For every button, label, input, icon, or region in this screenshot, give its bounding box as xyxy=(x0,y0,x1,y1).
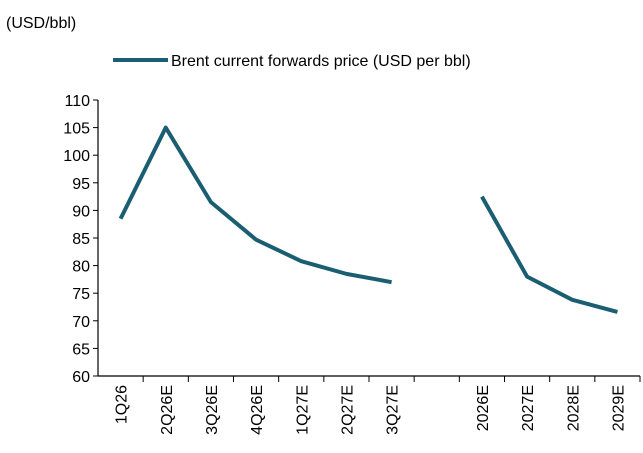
x-tick-label: 2027E xyxy=(520,385,537,431)
x-tick-label: 2Q26E xyxy=(159,385,176,435)
y-tick-label: 70 xyxy=(72,314,90,331)
y-tick-label: 100 xyxy=(63,148,90,165)
y-tick-label: 90 xyxy=(72,203,90,220)
x-tick-label: 2026E xyxy=(475,385,492,431)
x-tick-label: 2028E xyxy=(565,385,582,431)
y-axis-label: (USD/bbl) xyxy=(6,15,76,32)
legend-label: Brent current forwards price (USD per bb… xyxy=(171,53,471,70)
x-tick-label: 2Q27E xyxy=(339,385,356,435)
y-tick-label: 95 xyxy=(72,176,90,193)
x-tick-label: 4Q26E xyxy=(249,385,266,435)
y-tick-label: 110 xyxy=(64,93,90,110)
x-tick-label: 1Q27E xyxy=(294,385,311,435)
series-line xyxy=(118,125,618,314)
y-tick-label: 105 xyxy=(63,121,90,138)
y-tick-label: 65 xyxy=(72,341,90,358)
y-tick-label: 75 xyxy=(72,286,90,303)
x-tick-label: 1Q26 xyxy=(114,385,131,424)
y-tick-label: 60 xyxy=(72,369,90,386)
x-tick-label: 3Q26E xyxy=(204,385,221,435)
y-tick-label: 85 xyxy=(72,231,90,248)
x-tick-label: 2029E xyxy=(610,385,627,431)
x-tick-label: 3Q27E xyxy=(385,385,402,435)
y-tick-label: 80 xyxy=(72,259,90,276)
